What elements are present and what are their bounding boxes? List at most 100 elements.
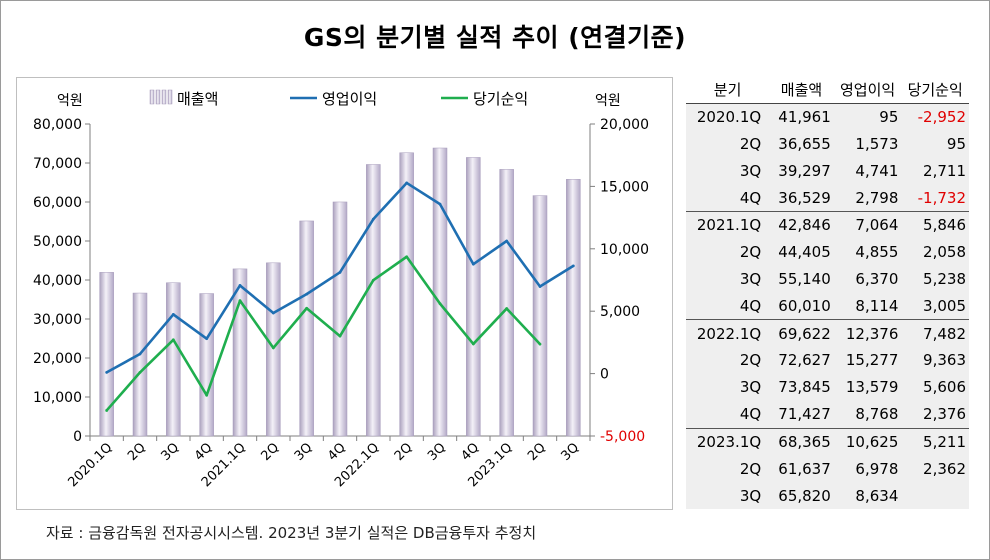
net-income-point [171,338,175,342]
quarterly-results-table: 분기 매출액 영업이익 당기순익 2020.1Q 41,961 95 -2,952 2Q 36,… [686,76,969,510]
operating-profit-point [538,285,542,288]
table-header-cell: 당기순익 [901,76,969,104]
table-row: 4Q 71,427 8,768 2,376 [686,401,969,429]
net-income-point [505,307,509,310]
table-value-cell: 8,768 [833,401,902,429]
operating-profit-point [105,371,109,374]
table-quarter-cell: 4Q [686,401,770,429]
legend-operating-label: 영업이익 [322,90,377,108]
table-quarter-cell: 2Q [686,238,770,266]
left-axis-unit-label: 억원 [57,93,83,109]
revenue-bar [132,292,148,437]
operating-profit-point [571,264,575,268]
table-row: 2Q 36,655 1,573 95 [686,130,969,158]
operating-profit-point [471,262,475,266]
page-title: GS의 분기별 실적 추이 (연결기준) [303,23,687,52]
table-value-cell: 5,606 [901,373,969,402]
net-income-point [371,278,375,282]
table-value-cell: 5,211 [901,427,969,456]
net-income-point [205,393,209,397]
right-tick-label: -5,000 [600,429,645,445]
table-value-cell: 95 [901,130,969,158]
chart-panel: 0 10,000 20,000 30,000 40,000 50,000 60,000 70,… [16,77,673,510]
x-tick-label: 4Q [192,440,216,464]
table-row: 2Q 72,627 15,277 9,363 [686,346,969,374]
left-tick-label: 30,000 [33,312,82,328]
revenue-bar [432,147,448,437]
operating-profit-point [238,284,242,287]
table-quarter-cell: 2Q [686,455,770,483]
x-tick-label: 2Q [125,440,149,464]
x-tick-label: 2020.1Q [65,440,115,490]
table-row: 4Q 36,529 2,798 -1,732 [686,184,969,212]
table-value-cell: 2,362 [901,455,969,483]
x-tick-label: 2Q [525,440,549,464]
left-tick-label: 60,000 [33,195,82,211]
right-tick-label: 10,000 [600,242,649,258]
legend-net-label: 당기순익 [473,90,528,108]
table-row: 2Q 61,637 6,978 2,362 [686,455,969,483]
net-income-line [105,255,541,412]
revenue-bar [499,169,514,437]
revenue-bar [566,179,581,437]
operating-profit-point [205,337,209,341]
table-value-cell: 12,376 [833,319,902,347]
x-tick-label: 2Q [392,440,416,464]
table-value-cell: 36,529 [769,184,834,212]
table-value-cell: 2,058 [901,238,969,266]
net-income-point [271,346,275,350]
table-value-cell: 9,363 [901,346,969,374]
revenue-bar [266,262,281,437]
table-row: 2023.1Q 68,365 10,625 5,211 [686,427,969,456]
operating-profit-point [438,202,442,206]
net-income-point [405,255,409,259]
table-value-cell: 72,627 [769,346,834,374]
table-row: 4Q 60,010 8,114 3,005 [686,292,969,320]
table-quarter-cell: 3Q [686,265,770,293]
table-value-cell: 8,114 [833,292,902,320]
left-tick-label: 70,000 [33,156,82,172]
table-value-cell: 7,064 [833,210,902,239]
table-value-cell: 1,573 [833,130,902,158]
table-quarter-cell: 3Q [686,373,770,402]
table-value-cell: 2,798 [833,184,902,212]
table-value-cell: 39,297 [769,157,834,185]
operating-profit-point [338,270,342,274]
table-quarter-cell: 2020.1Q [686,103,770,131]
table-row: 2Q 44,405 4,855 2,058 [686,238,969,266]
right-axis-unit-label: 억원 [595,93,621,109]
table-quarter-cell: 3Q [686,157,770,185]
table-value-cell: 71,427 [769,401,834,429]
table-value-cell: 60,010 [769,292,834,320]
table-value-cell: 65,820 [769,482,834,510]
table-value-cell: 6,370 [833,265,902,293]
operating-profit-point [505,239,509,243]
table-value-cell: 73,845 [769,373,834,402]
table-quarter-cell: 2Q [686,130,770,158]
table-value-cell: 55,140 [769,265,834,293]
table-value-cell: 44,405 [769,238,834,266]
operating-profit-point [405,181,409,185]
left-tick-label: 0 [73,429,82,445]
x-tick-label: 3Q [558,440,582,464]
left-tick-label: 20,000 [33,351,82,367]
table-value-cell: 69,622 [769,319,834,347]
table-value-cell: 13,579 [833,373,902,402]
table-value-cell: -1,732 [901,184,969,212]
table-value-cell: 42,846 [769,210,834,239]
table-header-cell: 매출액 [769,76,834,104]
revenue-bar [99,272,114,437]
legend-revenue-swatch [155,89,161,105]
table-value-cell: 2,711 [901,157,969,185]
table-row: 3Q 73,845 13,579 5,606 [686,373,969,402]
table-row: 3Q 65,820 8,634 [686,482,969,510]
operating-profit-point [271,311,275,315]
net-income-point [305,306,309,310]
table-value-cell: 2,376 [901,401,969,429]
net-income-point [105,409,109,412]
table-header-cell: 영업이익 [833,76,902,104]
table-value-cell: 95 [833,103,902,131]
source-note: 자료 : 금융감독원 전자공시시스템. 2023년 3분기 실적은 DB금융투자… [46,524,537,542]
quarterly-performance-chart: 0 10,000 20,000 30,000 40,000 50,000 60,000 70,… [33,89,649,490]
table-row: 2020.1Q 41,961 95 -2,952 [686,103,969,131]
